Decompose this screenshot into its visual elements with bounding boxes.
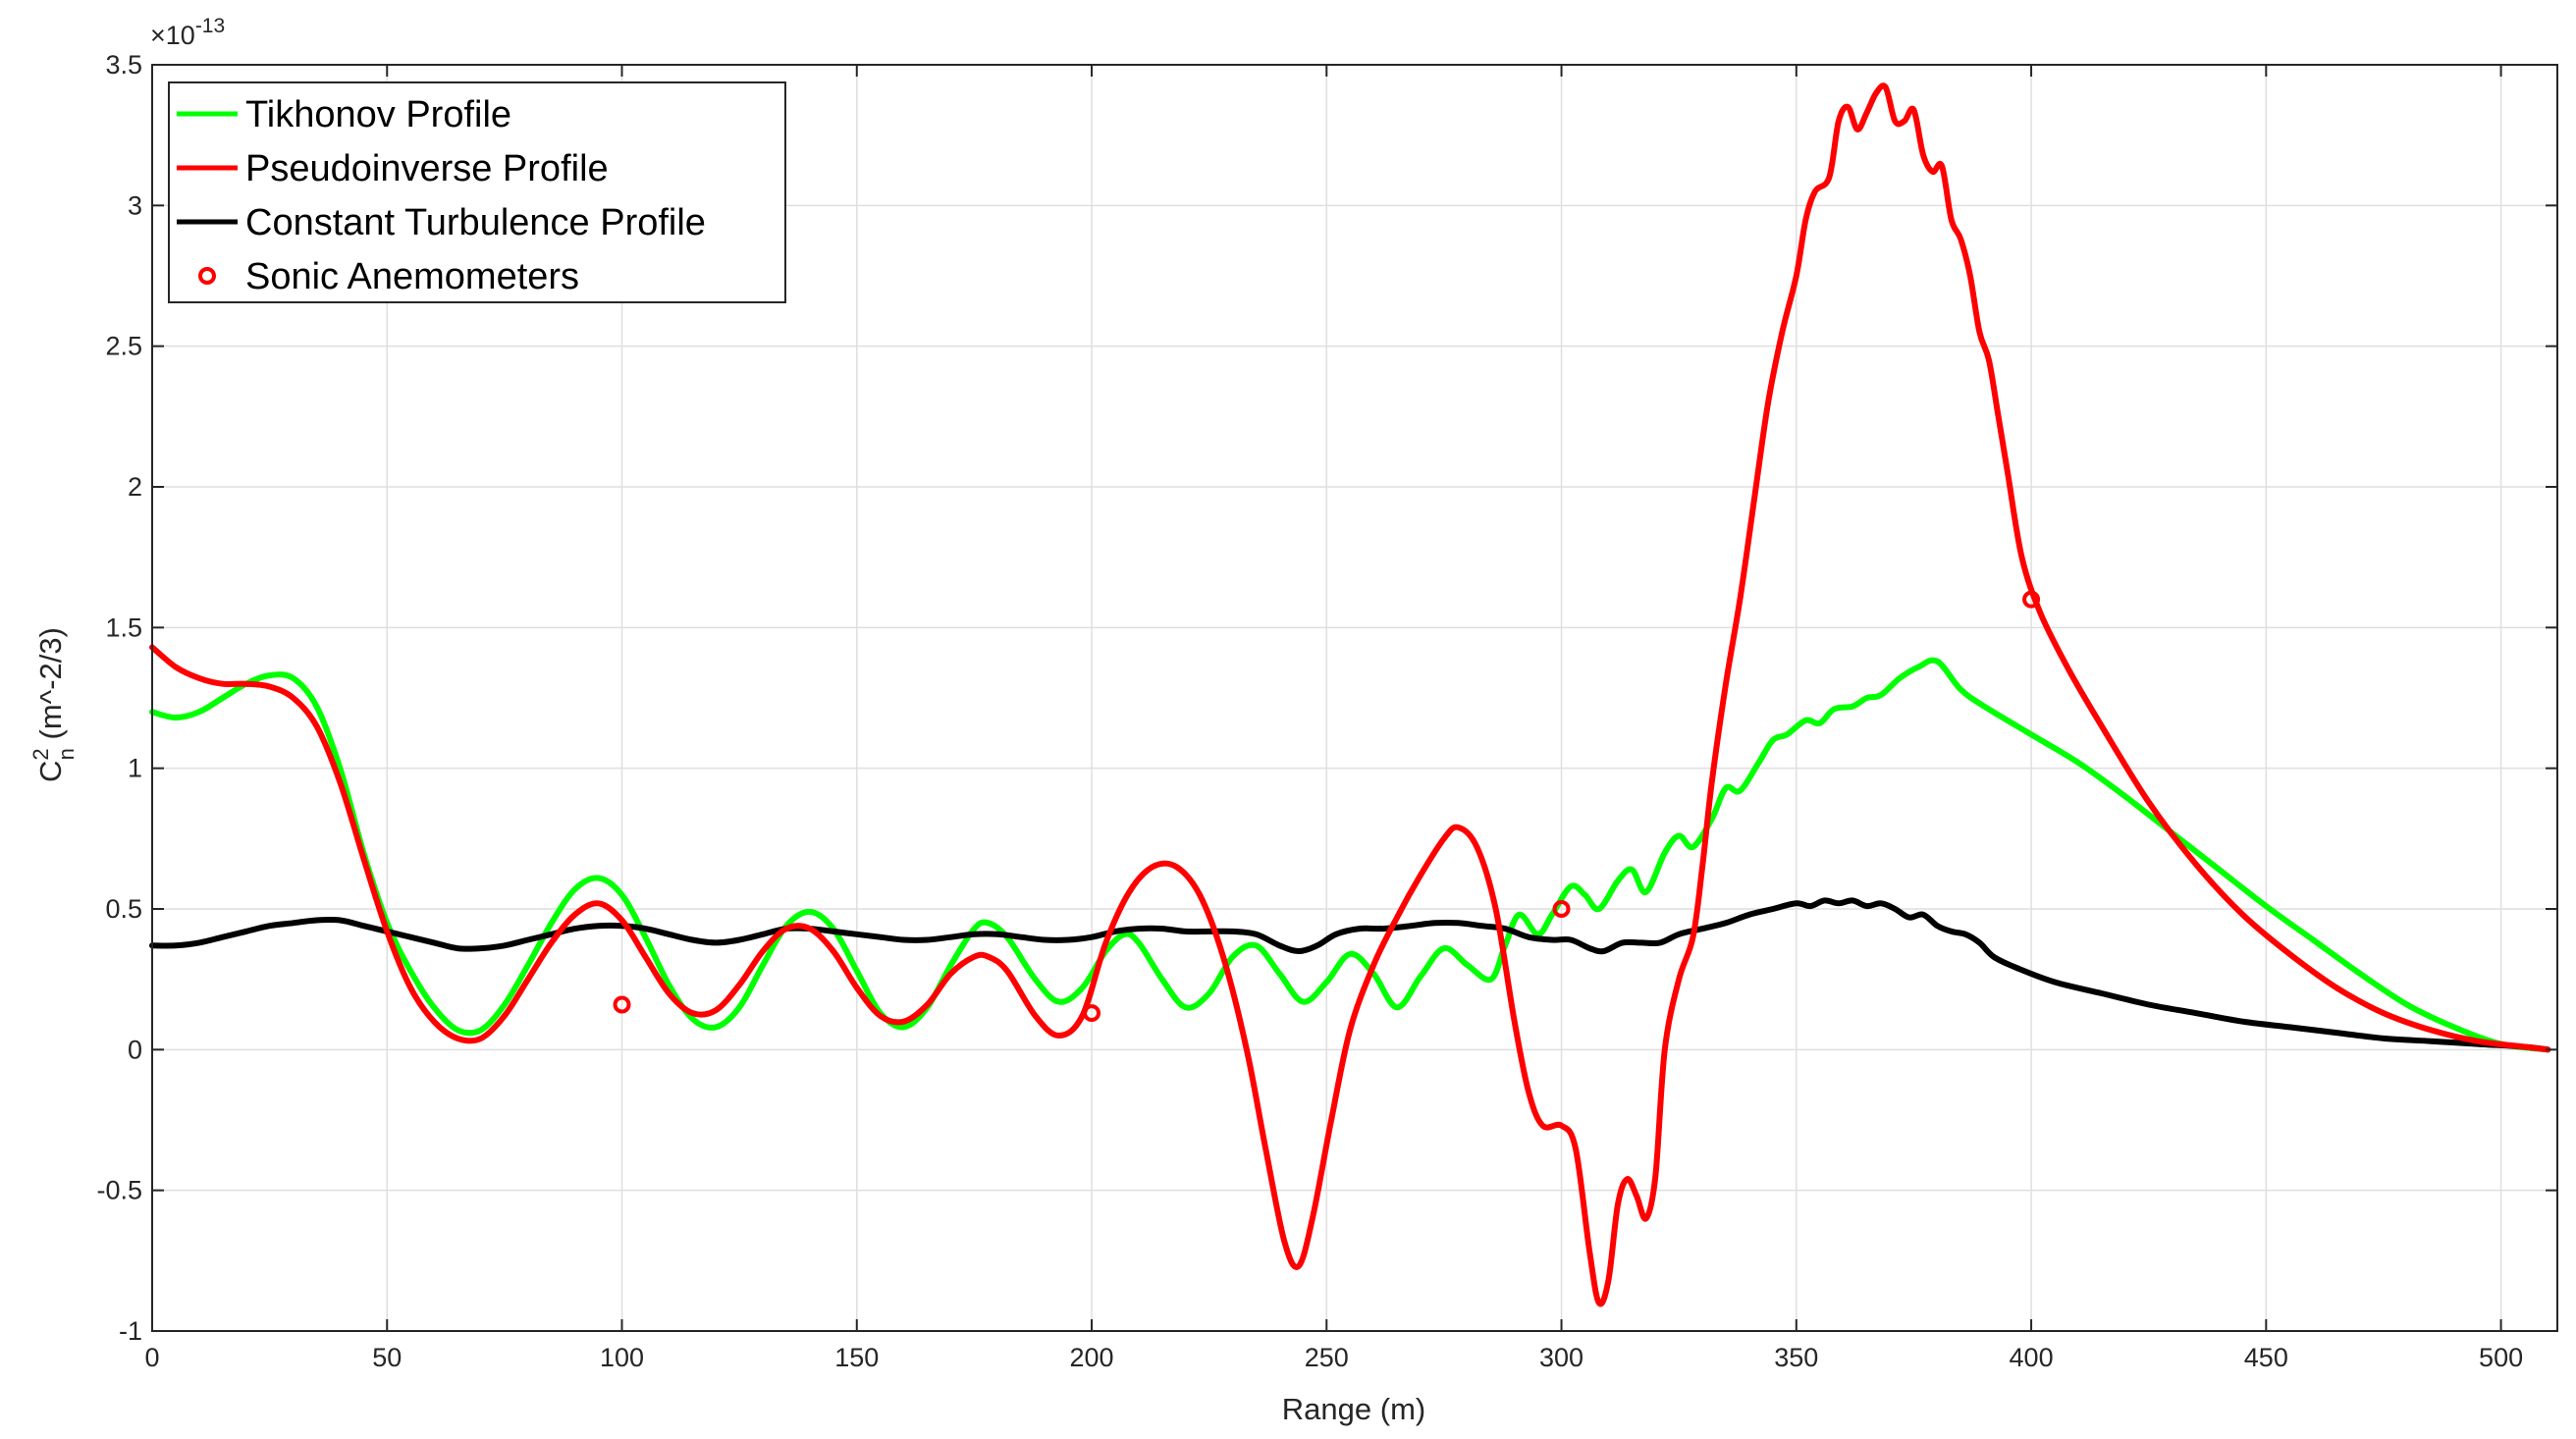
- y-tick-label: -0.5: [96, 1176, 142, 1205]
- y-tick-label: 0: [128, 1035, 142, 1064]
- y-label-subscript: n: [54, 748, 79, 760]
- exponent-power: -13: [195, 15, 225, 37]
- y-tick-label: 0.5: [105, 894, 142, 924]
- tick-labels: 0 50 100 150 200 250 300 350 400 450 500 -1 -0.5 0 0.5…: [96, 50, 2523, 1372]
- y-tick-label: 1: [128, 754, 142, 783]
- y-tick-label: 3.5: [105, 50, 142, 80]
- sonic-anemometer-marker: [613, 995, 631, 1014]
- x-tick-label: 400: [2010, 1343, 2054, 1372]
- x-tick-label: 500: [2479, 1343, 2523, 1372]
- legend-label-constant: Constant Turbulence Profile: [245, 202, 706, 243]
- sonic-anemometer-marker: [1083, 1004, 1101, 1023]
- x-axis-label: Range (m): [1282, 1392, 1425, 1426]
- y-label-superscript: 2: [28, 748, 53, 760]
- x-tick-label: 200: [1070, 1343, 1114, 1372]
- y-label-units: (m^-2/3): [33, 627, 68, 748]
- y-axis-label: C2n (m^-2/3): [28, 627, 79, 782]
- x-tick-label: 300: [1539, 1343, 1583, 1372]
- y-tick-label: 3: [128, 190, 142, 220]
- y-tick-label: -1: [119, 1316, 142, 1346]
- legend-label-sonic: Sonic Anemometers: [245, 256, 579, 297]
- x-tick-label: 250: [1305, 1343, 1349, 1372]
- series-line-tikhonov-profile: [149, 657, 2551, 1053]
- y-label-main: C: [33, 761, 68, 782]
- x-tick-label: 0: [144, 1343, 159, 1372]
- plot-frame: [151, 64, 2558, 1332]
- legend: Tikhonov Profile Pseudoinverse Profile C…: [168, 81, 786, 303]
- legend-label-pseudoinverse: Pseudoinverse Profile: [245, 148, 609, 189]
- y-axis-exponent: ×10-13: [150, 15, 225, 50]
- sonic-anemometer-marker: [1552, 900, 1571, 918]
- x-tick-label: 50: [372, 1343, 402, 1372]
- series-line-constant-turbulence-profile: [149, 897, 2551, 1053]
- sonic-anemometer-marker: [2022, 590, 2041, 609]
- legend-marker-sonic: [198, 267, 216, 285]
- x-tick-label: 350: [1774, 1343, 1818, 1372]
- legend-box: [168, 81, 786, 303]
- x-tick-label: 450: [2244, 1343, 2288, 1372]
- legend-label-tikhonov: Tikhonov Profile: [245, 94, 511, 135]
- x-tick-label: 100: [600, 1343, 644, 1372]
- exponent-base: ×10: [150, 21, 195, 50]
- series-line-pseudoinverse-profile: [149, 82, 2551, 1307]
- series-layer: [149, 82, 2551, 1307]
- y-tick-label: 2: [128, 472, 142, 502]
- y-tick-label: 2.5: [105, 332, 142, 361]
- x-tick-label: 150: [834, 1343, 879, 1372]
- y-tick-label: 1.5: [105, 613, 142, 642]
- axis-ticks: [151, 64, 2557, 1332]
